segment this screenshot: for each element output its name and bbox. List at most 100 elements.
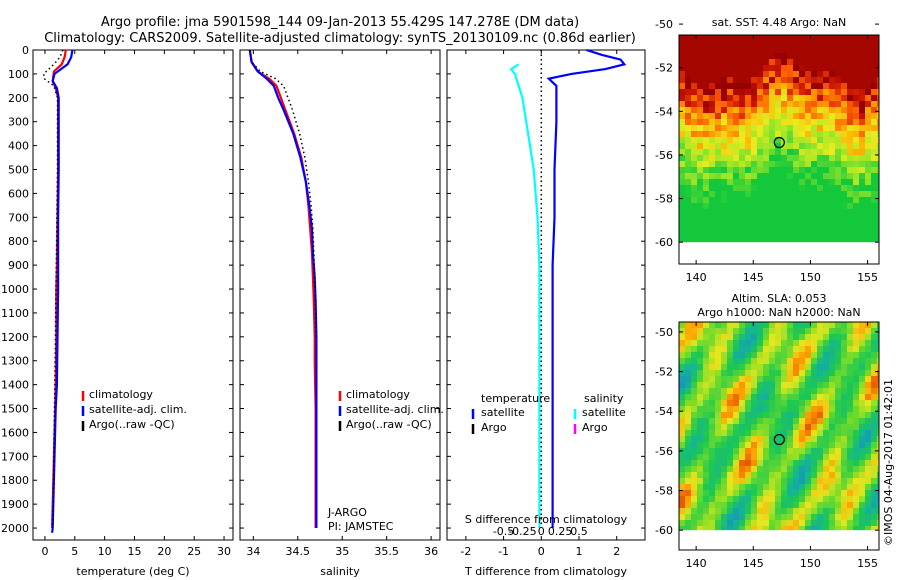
heatmap-cell — [697, 376, 703, 382]
heatmap-cell — [685, 508, 691, 514]
heatmap-cell — [739, 95, 745, 101]
heatmap-cell — [841, 496, 847, 502]
depth-tick-label: 800 — [8, 235, 29, 248]
map-y-tick-label: -60 — [655, 524, 673, 537]
heatmap-cell — [877, 508, 879, 514]
heatmap-cell — [739, 131, 745, 137]
heatmap-cell — [829, 322, 835, 328]
heatmap-cell — [847, 322, 853, 328]
heatmap-cell — [709, 197, 715, 203]
heatmap-cell — [697, 155, 703, 161]
heatmap-cell — [805, 173, 811, 179]
heatmap-cell — [679, 35, 685, 41]
heatmap-cell — [763, 448, 769, 454]
heatmap-cell — [817, 239, 823, 243]
heatmap-cell — [841, 161, 847, 167]
heatmap-cell — [853, 143, 859, 149]
heatmap-cell — [685, 328, 691, 334]
heatmap-cell — [835, 161, 841, 167]
heatmap-cell — [703, 496, 709, 502]
heatmap-cell — [871, 400, 877, 406]
heatmap-cell — [769, 370, 775, 376]
heatmap-cell — [781, 334, 787, 340]
heatmap-cell — [799, 496, 805, 502]
heatmap-cell — [859, 131, 865, 137]
heatmap-cell — [865, 418, 871, 424]
heatmap-cell — [865, 382, 871, 388]
heatmap-cell — [799, 131, 805, 137]
heatmap-cell — [847, 514, 853, 520]
x-tick-label: -2 — [460, 545, 471, 558]
heatmap-cell — [805, 131, 811, 137]
heatmap-cell — [877, 334, 879, 340]
heatmap-cell — [709, 502, 715, 508]
heatmap-cell — [727, 358, 733, 364]
heatmap-cell — [751, 107, 757, 113]
heatmap-cell — [799, 478, 805, 484]
heatmap-cell — [685, 41, 691, 47]
heatmap-cell — [685, 400, 691, 406]
heatmap-cell — [859, 370, 865, 376]
heatmap-cell — [787, 233, 793, 239]
heatmap-cell — [823, 406, 829, 412]
heatmap-cell — [805, 376, 811, 382]
heatmap-cell — [757, 394, 763, 400]
heatmap-cell — [721, 107, 727, 113]
heatmap-cell — [739, 424, 745, 430]
heatmap-cell — [709, 484, 715, 490]
heatmap-cell — [709, 95, 715, 101]
heatmap-cell — [847, 179, 853, 185]
heatmap-cell — [853, 352, 859, 358]
plot-frame — [446, 49, 646, 541]
heatmap-cell — [859, 502, 865, 508]
heatmap-cell — [865, 358, 871, 364]
heatmap-cell — [877, 406, 879, 412]
heatmap-cell — [865, 89, 871, 95]
heatmap-cell — [757, 113, 763, 119]
heatmap-cell — [751, 436, 757, 442]
heatmap-cell — [841, 41, 847, 47]
heatmap-cell — [793, 83, 799, 89]
heatmap-cell — [775, 352, 781, 358]
heatmap-cell — [805, 59, 811, 65]
heatmap-cell — [775, 394, 781, 400]
heatmap-cell — [835, 436, 841, 442]
heatmap-cell — [799, 137, 805, 143]
heatmap-cell — [721, 460, 727, 466]
heatmap-cell — [679, 71, 685, 77]
heatmap-cell — [721, 209, 727, 215]
heatmap-cell — [691, 35, 697, 41]
heatmap-cell — [871, 352, 877, 358]
heatmap-cell — [727, 59, 733, 65]
heatmap-cell — [733, 203, 739, 209]
heatmap-cell — [733, 364, 739, 370]
heatmap-cell — [691, 173, 697, 179]
heatmap-cell — [703, 346, 709, 352]
heatmap-cell — [799, 442, 805, 448]
heatmap-cell — [697, 161, 703, 167]
heatmap-cell — [829, 400, 835, 406]
heatmap-cell — [763, 490, 769, 496]
heatmap-cell — [691, 59, 697, 65]
heatmap-cell — [847, 221, 853, 227]
heatmap-cell — [877, 322, 879, 328]
heatmap-cell — [757, 406, 763, 412]
heatmap-cell — [697, 502, 703, 508]
heatmap-cell — [679, 406, 685, 412]
heatmap-cell — [709, 221, 715, 227]
heatmap-cell — [703, 358, 709, 364]
heatmap-cell — [817, 185, 823, 191]
heatmap-cell — [787, 59, 793, 65]
heatmap-cell — [727, 526, 733, 531]
heatmap-cell — [829, 394, 835, 400]
heatmap-cell — [697, 59, 703, 65]
heatmap-cell — [685, 95, 691, 101]
heatmap-cell — [823, 394, 829, 400]
heatmap-cell — [733, 418, 739, 424]
heatmap-cell — [823, 203, 829, 209]
heatmap-cell — [769, 406, 775, 412]
heatmap-cell — [811, 143, 817, 149]
heatmap-cell — [859, 436, 865, 442]
heatmap-cell — [805, 442, 811, 448]
